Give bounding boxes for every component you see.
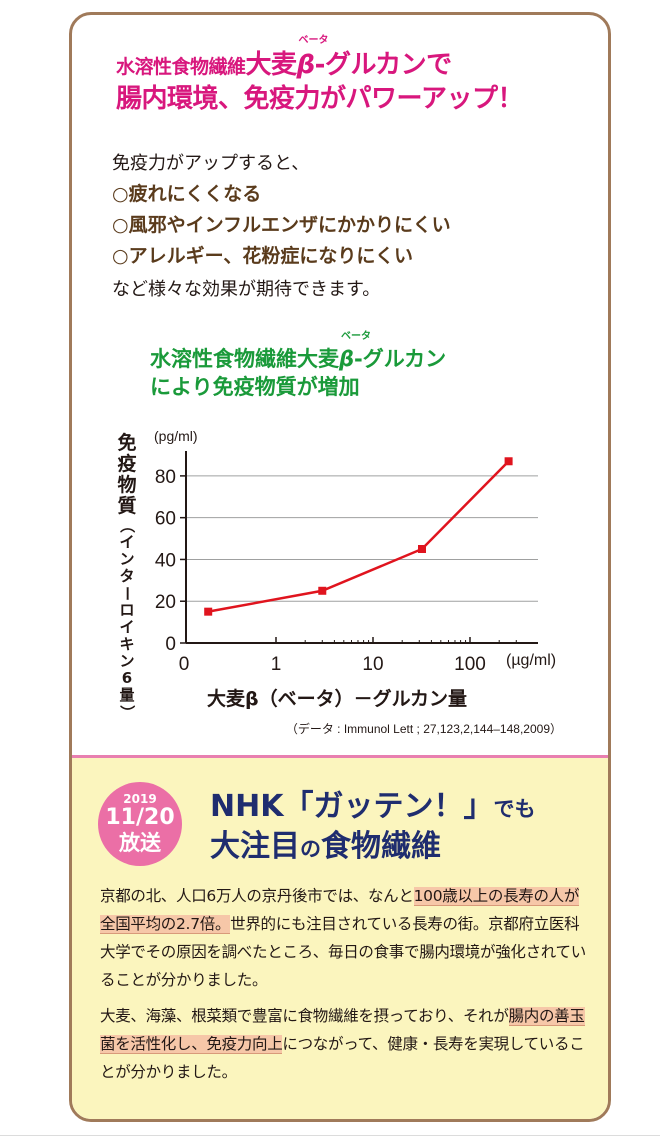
y-axis-label-char: 質 — [117, 495, 137, 517]
nhk-body: 京都の北、人口6万人の京丹後市では、なんと100歳以上の長寿の人が全国平均の2.… — [100, 882, 590, 1094]
headline-barley: 大麦 — [245, 50, 298, 80]
x-tick-label: 1 — [271, 654, 282, 675]
chart-title-beta-symbol: β — [339, 347, 355, 371]
y-axis-label-char: 6 — [121, 669, 133, 687]
y-axis-label-main: 免疫物質 — [112, 433, 142, 517]
chart-title: 水溶性食物繊維大麦 ベータ β-グルカン により免疫物質が増加 — [150, 332, 590, 401]
chart-title-line-2: により免疫物質が増加 — [150, 375, 360, 399]
y-axis-label-char: イ — [119, 618, 135, 636]
nhk-title-demo: でも — [493, 797, 536, 821]
y-axis-label-char: 疫 — [117, 453, 137, 475]
nhk-title-attention: 大注目 — [210, 829, 300, 864]
headline-beta-symbol: β — [296, 50, 316, 80]
benefit-item: ○アレルギー、花粉症になりにくい — [112, 245, 414, 267]
badge-air: 放送 — [119, 831, 161, 855]
data-point — [417, 545, 426, 553]
badge-date: 11/20 — [105, 805, 175, 830]
para1-text-a: 京都の北、人口6万人の京丹後市では、なんと — [100, 887, 414, 905]
y-axis-label-char: イ — [119, 533, 135, 551]
x-tick-label: 100 — [454, 654, 486, 675]
chart-axes — [185, 451, 538, 644]
y-tick-label: 40 — [155, 550, 176, 571]
y-axis-label-char: 免 — [117, 432, 137, 454]
y-axis-label: 免疫物質 （インターロイキン 6 量） — [112, 433, 142, 721]
chart-title-line-1: 水溶性食物繊維大麦 ベータ β-グルカン — [150, 332, 590, 373]
data-point — [204, 607, 213, 616]
para1-text-b: 世界的にも注目されている長寿の街。京都府立医科大学でその原因を調べたところ、毎日… — [100, 915, 586, 989]
headline: 水溶性食物繊維大麦 ベータ β-グルカンで 腸内環境、免疫力がパワーアップ！ — [116, 36, 596, 115]
y-tick-label: 60 — [155, 509, 176, 530]
nhk-title-no: の — [300, 837, 321, 861]
badge-year: 2019 — [123, 792, 157, 806]
headline-beta-ruby: ベータ — [298, 35, 329, 46]
immune-line-chart: 0 20 40 60 80 0 1 10 100 (pg/ml) (µg/ml) 大麦β（ベータ… — [154, 428, 562, 736]
nhk-paragraph-2: 大麦、海藻、根菜類で豊富に食物繊維を摂っており、それが腸内の善玉菌を活性化し、免… — [100, 1002, 590, 1086]
x-tick-label: 0 — [179, 654, 190, 675]
chart-title-beta: ベータ β — [339, 332, 371, 373]
headline-small-text: 水溶性食物繊維 — [116, 56, 246, 78]
chart-series — [204, 457, 513, 616]
headline-line-1: 水溶性食物繊維大麦 ベータ β-グルカンで — [116, 36, 596, 83]
data-point — [318, 586, 327, 595]
broadcast-badge: 2019 11/20 放送 — [98, 782, 182, 866]
headline-line-2: 腸内環境、免疫力がパワーアップ！ — [116, 84, 523, 114]
x-unit-label: (µg/ml) — [506, 652, 556, 669]
benefit-item: ○風邪やインフルエンザにかかりにくい — [112, 214, 451, 236]
nhk-title-line-2: 大注目の食物繊維 — [210, 828, 590, 868]
y-tick-label: 20 — [155, 592, 176, 613]
benefit-item: ○疲れにくくなる — [112, 183, 262, 205]
y-unit-label: (pg/ml) — [154, 428, 198, 444]
y-axis-label-char: ロ — [119, 601, 135, 619]
headline-tail: -グルカンで — [314, 50, 453, 80]
y-tick-label: 80 — [155, 467, 176, 488]
para2-text-a: 大麦、海藻、根菜類で豊富に食物繊維を摂っており、それが — [100, 1007, 509, 1025]
nhk-paragraph-1: 京都の北、人口6万人の京丹後市では、なんと100歳以上の長寿の人が全国平均の2.… — [100, 882, 590, 994]
chart-title-beta-ruby: ベータ — [341, 331, 371, 342]
chart-ticks: 0 20 40 60 80 0 1 10 100 — [155, 467, 517, 675]
intro-lead: 免疫力がアップすると、 — [112, 153, 310, 174]
chart-grid — [186, 475, 538, 602]
series-line — [207, 460, 510, 613]
y-axis-label-char: ン — [119, 652, 135, 670]
nhk-title: NHK「ガッテン！」でも 大注目の食物繊維 — [210, 788, 590, 868]
nhk-title-line-1: NHK「ガッテン！」でも — [210, 788, 590, 828]
nhk-title-fiber: 食物繊維 — [321, 829, 441, 864]
nhk-title-show: NHK「ガッテン！」 — [210, 789, 494, 824]
chart-title-pre: 水溶性食物繊維大麦 — [150, 347, 339, 371]
bottom-divider — [0, 1135, 660, 1136]
nhk-panel: 2019 11/20 放送 NHK「ガッテン！」でも 大注目の食物繊維 京都の北… — [72, 755, 608, 1119]
y-tick-label: 0 — [165, 634, 176, 655]
chart-title-tail: -グルカン — [354, 347, 447, 371]
y-axis-label-sub: （インターロイキン 6 量） — [112, 517, 142, 721]
article-card: 水溶性食物繊維大麦 ベータ β-グルカンで 腸内環境、免疫力がパワーアップ！ 免疫力… — [69, 12, 611, 1122]
para2-text-b: につながって、健康・長寿を実現していることが分かりました。 — [100, 1035, 585, 1081]
x-tick-label: 10 — [362, 654, 383, 675]
headline-beta: ベータ β — [296, 36, 329, 81]
intro-closing: など様々な効果が期待できます。 — [112, 279, 381, 300]
data-point — [504, 457, 513, 466]
y-axis-label-char: タ — [119, 567, 135, 585]
x-axis-label: 大麦β（ベータ）－グルカン量 — [207, 687, 467, 710]
intro-text: 免疫力がアップすると、 ○疲れにくくなる ○風邪やインフルエンザにかかりにくい … — [112, 149, 582, 305]
data-source: （データ : Immunol Lett ; 27,123,2,144–148,2… — [286, 721, 562, 736]
y-axis-label-char: 量 — [119, 686, 135, 704]
y-axis-label-char: キ — [119, 635, 135, 653]
y-axis-label-char: 物 — [117, 474, 137, 496]
y-axis-label-char: ン — [119, 550, 135, 568]
